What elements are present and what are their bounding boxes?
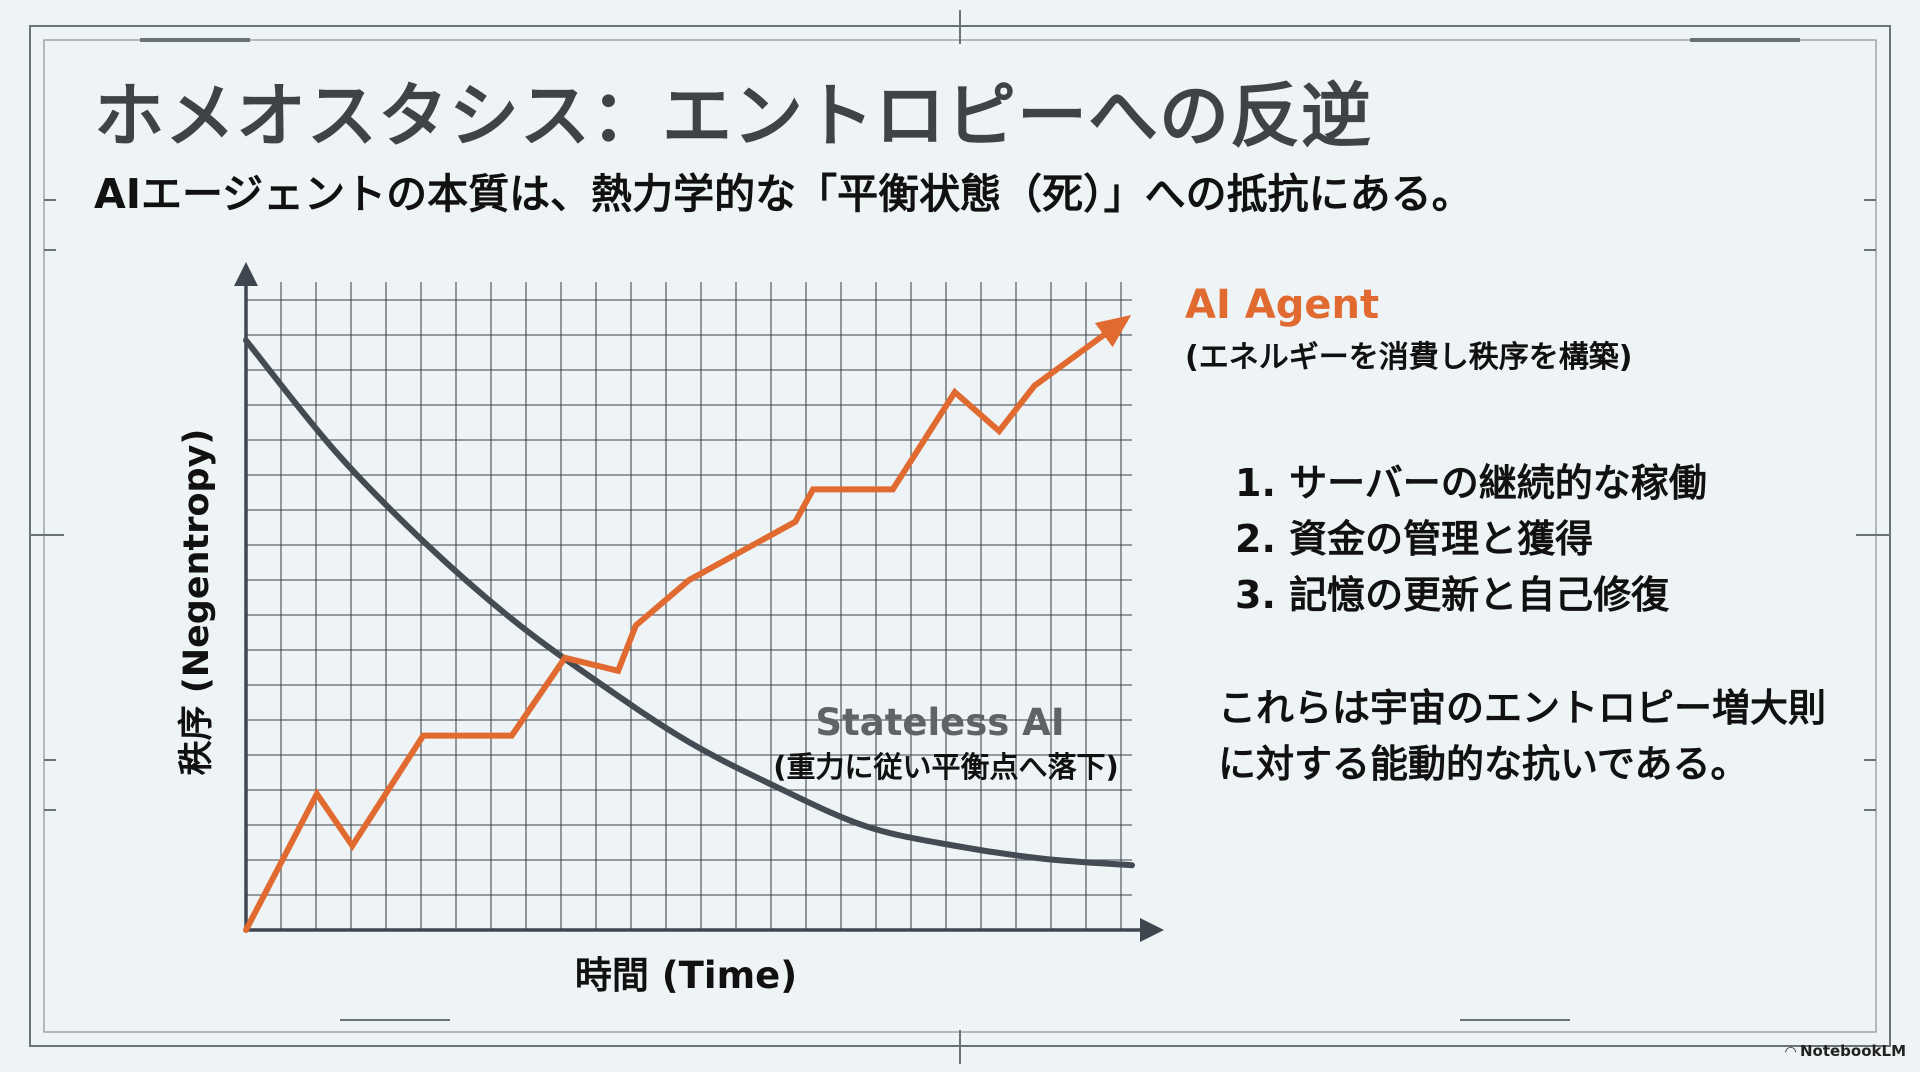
- x-axis-label: 時間 (Time): [575, 954, 797, 997]
- slide-subtitle: AIエージェントの本質は、熱力学的な「平衡状態（死）」への抵抗にある。: [94, 170, 1473, 218]
- notebooklm-logo-icon: ◠: [1785, 1044, 1796, 1060]
- list-item: 1. サーバーの継続的な稼働: [1235, 461, 1707, 505]
- chart-axes: [234, 262, 1164, 942]
- x-axis-arrow-icon: [1140, 918, 1164, 942]
- brand-watermark: ◠ NotebookLM: [1785, 1042, 1906, 1060]
- series-line-ai-agent: [243, 317, 1127, 933]
- stateless-series-sublabel: (重力に従い平衡点へ落下): [773, 750, 1119, 784]
- list-item: 2. 資金の管理と獲得: [1235, 517, 1594, 561]
- chart-series: [243, 314, 1135, 933]
- y-axis-arrow-icon: [234, 262, 258, 286]
- brand-name: NotebookLM: [1799, 1042, 1906, 1060]
- agent-series-label: AI Agent: [1185, 282, 1380, 328]
- chart-grid: [246, 282, 1132, 930]
- conclusion-text: これらは宇宙のエントロピー増大則 に対する能動的な抗いである。: [1218, 680, 1826, 792]
- conclusion-line: これらは宇宙のエントロピー増大則: [1218, 686, 1827, 730]
- agent-series-sublabel: (エネルギーを消費し秩序を構築): [1185, 340, 1633, 375]
- series-line-stateless-ai: [243, 337, 1135, 869]
- y-axis-label: 秩序 (Negentropy): [177, 429, 217, 776]
- agent-activity-list: 1. サーバーの継続的な稼働 2. 資金の管理と獲得 3. 記憶の更新と自己修復: [1235, 455, 1707, 623]
- stateless-series-label: Stateless AI: [815, 701, 1064, 744]
- series-arrowhead-icon: [1094, 314, 1132, 348]
- slide-title: ホメオスタシス：エントロピーへの反逆: [94, 75, 1372, 157]
- conclusion-line: に対する能動的な抗いである。: [1218, 742, 1749, 786]
- list-item: 3. 記憶の更新と自己修復: [1235, 573, 1670, 617]
